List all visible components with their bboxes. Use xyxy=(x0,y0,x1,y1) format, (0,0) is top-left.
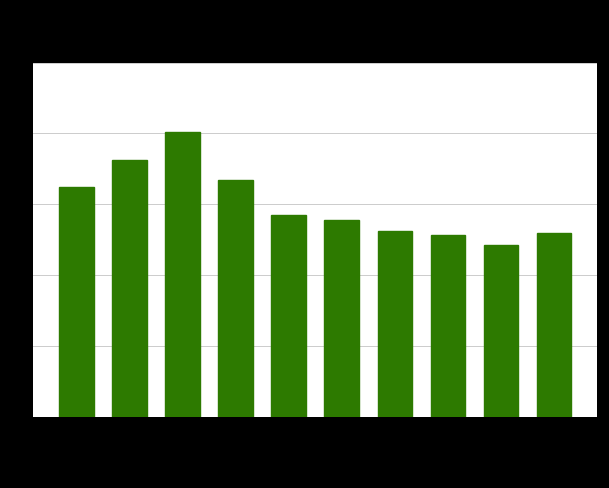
Bar xyxy=(378,231,412,417)
Bar xyxy=(218,180,253,417)
Bar xyxy=(59,187,94,417)
Bar xyxy=(165,132,200,417)
Bar xyxy=(272,216,306,417)
Bar xyxy=(325,221,359,417)
Bar xyxy=(484,245,518,417)
Bar xyxy=(112,161,147,417)
Bar xyxy=(537,233,571,417)
Bar xyxy=(431,235,465,417)
